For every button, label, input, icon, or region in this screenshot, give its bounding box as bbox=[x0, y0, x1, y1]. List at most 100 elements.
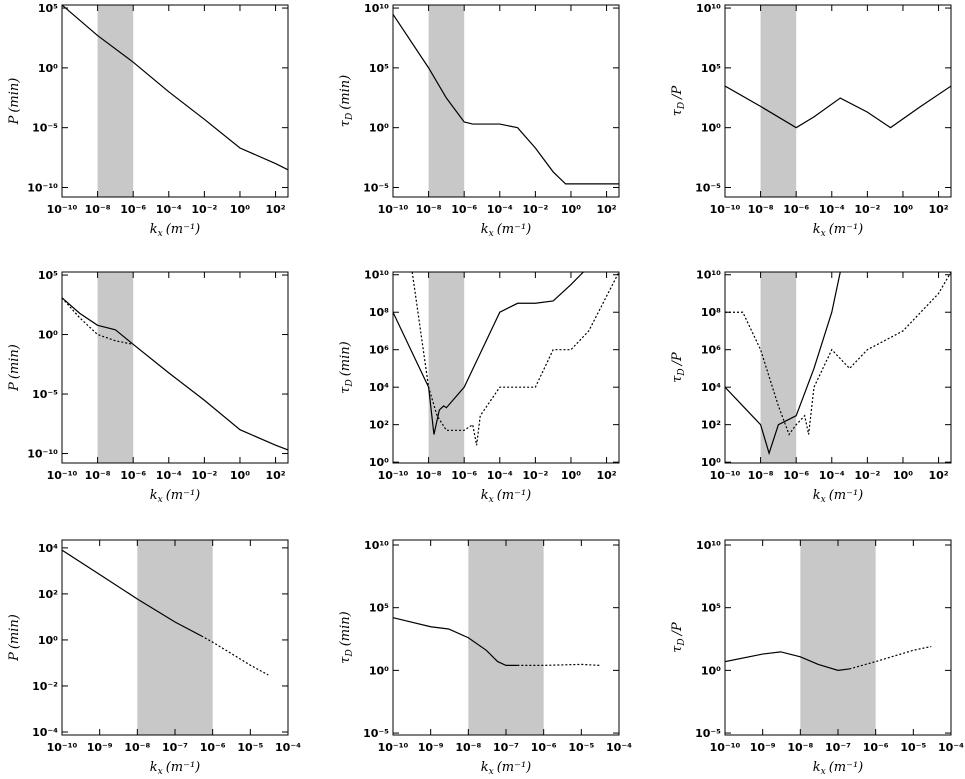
x-tick-label: 10⁻⁶ bbox=[200, 741, 226, 754]
x-tick-label: 10⁻⁴ bbox=[487, 203, 513, 216]
data-line bbox=[393, 13, 619, 185]
x-tick-label: 10⁻² bbox=[854, 469, 880, 482]
y-tick-label: 10⁻² bbox=[32, 680, 58, 693]
plot-frame bbox=[392, 4, 620, 198]
y-axis-label-main: P bbox=[7, 115, 22, 125]
panel: 10⁻¹⁰ 10⁻⁹ 10⁻⁸ 10⁻⁷ 10⁻⁶ 10⁻⁵ 10⁻⁴ 10⁻⁴ 10⁻² 10⁰… bbox=[7, 539, 301, 777]
y-axis-label-main: τ bbox=[670, 375, 685, 383]
y-tick-label: 10⁰ bbox=[38, 62, 58, 75]
x-axis-label-main: k bbox=[481, 488, 489, 503]
shaded-region bbox=[137, 540, 213, 735]
data-line bbox=[725, 85, 951, 129]
x-axis-label-main: k bbox=[481, 760, 489, 775]
x-axis-label-sub: x bbox=[158, 767, 163, 777]
x-axis-label-rest: (m⁻¹) bbox=[497, 222, 532, 237]
x-tick-label: 10² bbox=[265, 469, 285, 482]
x-tick-label: 10⁻⁸ bbox=[416, 469, 442, 482]
x-axis-label-rest: (m⁻¹) bbox=[166, 760, 201, 775]
x-tick-label: 10⁻⁵ bbox=[568, 741, 594, 754]
y-axis-label-rest: /P bbox=[670, 85, 685, 100]
x-axis-label-main: k bbox=[481, 222, 489, 237]
x-tick-label: 10⁻⁴ bbox=[938, 741, 964, 754]
y-tick-label: 10⁵ bbox=[38, 2, 58, 15]
x-axis-label-sub: x bbox=[158, 229, 163, 239]
y-axis-label-rest: (min) bbox=[338, 611, 353, 646]
y-tick-label: 10⁰ bbox=[369, 664, 389, 677]
y-tick-label: 10⁴ bbox=[369, 381, 389, 394]
y-tick-label: 10² bbox=[701, 419, 721, 432]
y-axis-label-rest: (min) bbox=[338, 75, 353, 110]
x-tick-label: 10⁻² bbox=[854, 203, 880, 216]
y-tick-label: 10⁰ bbox=[38, 329, 58, 342]
x-axis-label-sub: x bbox=[821, 767, 826, 777]
x-axis-label-sub: x bbox=[489, 767, 494, 777]
x-tick-label: 10⁻¹⁰ bbox=[378, 741, 409, 754]
y-tick-label: 10² bbox=[38, 588, 58, 601]
panel: 10⁻¹⁰ 10⁻⁸ 10⁻⁶ 10⁻⁴ 10⁻² 10⁰ 10² 10⁻¹⁰ 10⁻⁵ 10⁰ 1… bbox=[7, 2, 289, 239]
x-tick-label: 10⁻¹⁰ bbox=[378, 203, 409, 216]
x-tick-label: 10⁻¹⁰ bbox=[378, 469, 409, 482]
x-axis-label-sub: x bbox=[821, 229, 826, 239]
x-tick-label: 10⁻⁸ bbox=[416, 203, 442, 216]
plot-frame bbox=[724, 271, 952, 464]
x-tick-label: 10² bbox=[928, 469, 948, 482]
x-tick-label: 10⁻² bbox=[522, 469, 548, 482]
y-tick-label: 10¹⁰ bbox=[696, 2, 721, 15]
x-axis-label-main: k bbox=[150, 760, 158, 775]
y-tick-label: 10⁶ bbox=[701, 344, 721, 357]
panel: 10⁻¹⁰ 10⁻⁹ 10⁻⁸ 10⁻⁷ 10⁻⁶ 10⁻⁵ 10⁻⁴ 10⁻⁵ 10⁰ 10⁵ 1… bbox=[670, 539, 964, 777]
y-axis-label-rest: (min) bbox=[338, 341, 353, 376]
y-axis-label-rest: /P bbox=[670, 622, 685, 637]
x-tick-label: 10⁻² bbox=[191, 469, 217, 482]
y-axis-label-sub: D bbox=[345, 113, 355, 121]
x-tick-label: 10⁻⁴ bbox=[275, 741, 301, 754]
x-tick-label: 10⁰ bbox=[893, 203, 913, 216]
x-tick-label: 10⁻⁹ bbox=[750, 741, 776, 754]
y-tick-label: 10⁵ bbox=[701, 62, 721, 75]
shaded-region bbox=[760, 5, 797, 197]
shaded-region bbox=[760, 272, 797, 463]
y-tick-label: 10⁴ bbox=[38, 542, 58, 555]
panel: 10⁻¹⁰ 10⁻⁸ 10⁻⁶ 10⁻⁴ 10⁻² 10⁰ 10² 10⁰ 10² 10⁴ 10⁶ 1… bbox=[670, 269, 952, 505]
x-tick-label: 10⁻⁴ bbox=[156, 469, 182, 482]
x-tick-label: 10² bbox=[596, 203, 616, 216]
x-axis-label-main: k bbox=[813, 760, 821, 775]
y-axis-label-main: P bbox=[7, 382, 22, 392]
x-tick-label: 10⁰ bbox=[561, 203, 581, 216]
y-tick-label: 10⁻⁵ bbox=[695, 727, 721, 740]
x-axis-label-sub: x bbox=[489, 495, 494, 505]
x-tick-label: 10⁻¹⁰ bbox=[47, 203, 78, 216]
x-tick-label: 10⁻⁹ bbox=[87, 741, 113, 754]
y-axis-label-sub: D bbox=[345, 379, 355, 387]
y-axis-label: τD/P bbox=[670, 622, 687, 653]
y-tick-label: 10⁸ bbox=[701, 306, 721, 319]
y-tick-label: 10⁴ bbox=[701, 381, 721, 394]
x-axis-label-rest: (m⁻¹) bbox=[166, 488, 201, 503]
y-axis-label-sub: D bbox=[677, 102, 687, 110]
y-tick-label: 10⁻¹⁰ bbox=[27, 448, 58, 461]
x-tick-label: 10⁻⁶ bbox=[120, 203, 146, 216]
y-tick-label: 10⁻¹⁰ bbox=[27, 181, 58, 194]
x-axis-label: kx (m⁻¹) bbox=[813, 488, 864, 505]
y-tick-label: 10¹⁰ bbox=[364, 2, 389, 15]
data-line bbox=[62, 5, 288, 171]
shaded-region bbox=[468, 540, 544, 735]
y-axis-label-rest: /P bbox=[670, 352, 685, 367]
x-axis-label: kx (m⁻¹) bbox=[813, 760, 864, 777]
shaded-region bbox=[97, 272, 134, 463]
y-tick-label: 10⁰ bbox=[701, 122, 721, 135]
data-line bbox=[62, 297, 134, 345]
y-tick-label: 10⁻⁵ bbox=[32, 122, 58, 135]
shaded-region bbox=[800, 540, 876, 735]
x-axis-label: kx (m⁻¹) bbox=[813, 222, 864, 239]
y-tick-label: 10⁶ bbox=[369, 344, 389, 357]
y-tick-label: 10⁰ bbox=[38, 634, 58, 647]
x-axis-label-sub: x bbox=[158, 495, 163, 505]
y-axis-label-main: P bbox=[7, 652, 22, 662]
data-line bbox=[393, 617, 518, 666]
x-tick-label: 10⁻⁸ bbox=[85, 469, 111, 482]
y-tick-label: 10⁵ bbox=[369, 602, 389, 615]
y-axis-label-rest: (min) bbox=[7, 78, 22, 113]
x-axis-label: kx (m⁻¹) bbox=[481, 760, 532, 777]
